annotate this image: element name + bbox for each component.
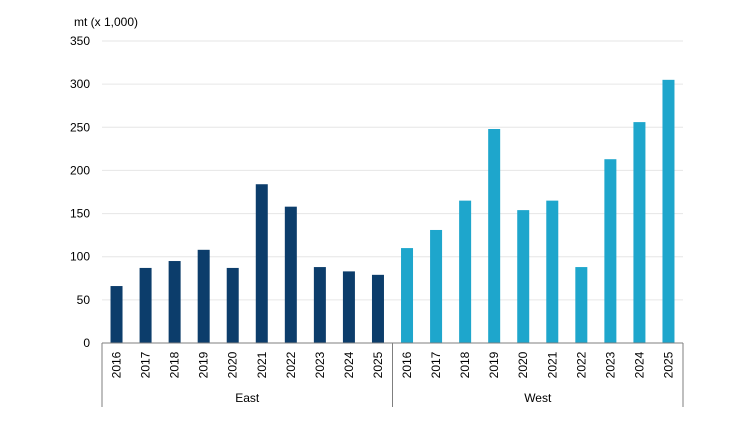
- group-label-west: West: [524, 391, 552, 405]
- x-tick-label: 2016: [110, 351, 124, 378]
- bar-west-2019: [488, 129, 501, 343]
- bar-east-2022: [284, 206, 297, 343]
- y-tick-label: 300: [70, 77, 90, 91]
- x-tick-label: 2018: [168, 351, 182, 378]
- x-tick-label: 2022: [574, 351, 588, 378]
- x-tick-label: 2017: [139, 351, 153, 378]
- bar-west-2016: [401, 248, 414, 343]
- y-axis: 0 50 100 150 200 250 300 350: [70, 34, 90, 350]
- bars: [110, 79, 675, 343]
- y-axis-unit-label: mt (x 1,000): [74, 15, 138, 29]
- bar-west-2017: [430, 229, 443, 343]
- y-tick-label: 150: [70, 207, 90, 221]
- x-tick-label: 2025: [661, 351, 675, 378]
- bar-west-2022: [575, 267, 588, 343]
- x-tick-label: 2023: [313, 351, 327, 378]
- x-tick-label: 2019: [487, 351, 501, 378]
- x-tick-label: 2023: [603, 351, 617, 378]
- x-tick-label: 2024: [342, 351, 356, 378]
- x-tick-label: 2016: [400, 351, 414, 378]
- x-tick-label: 2024: [632, 351, 646, 378]
- y-tick-label: 50: [77, 293, 91, 307]
- bar-east-2019: [197, 249, 210, 343]
- bar-west-2021: [546, 200, 559, 343]
- bar-west-2020: [517, 210, 530, 343]
- x-tick-label: 2018: [458, 351, 472, 378]
- x-tick-label: 2020: [516, 351, 530, 378]
- bar-west-2024: [633, 122, 646, 343]
- x-tick-label: 2025: [371, 351, 385, 378]
- x-axis: 2016 2017 2018 2019 2020 2021 2022 2023 2024 2025…: [101, 342, 684, 407]
- y-tick-label: 200: [70, 163, 90, 177]
- bar-east-2021: [255, 184, 268, 343]
- x-tick-label: 2017: [429, 351, 443, 378]
- group-label-east: East: [235, 391, 260, 405]
- bar-east-2017: [139, 267, 152, 343]
- y-tick-label: 250: [70, 120, 90, 134]
- bar-west-2025: [662, 79, 675, 343]
- bar-east-2016: [110, 286, 123, 343]
- x-tick-label: 2020: [226, 351, 240, 378]
- y-tick-label: 350: [70, 34, 90, 48]
- bar-east-2018: [168, 261, 181, 343]
- y-tick-label: 0: [83, 336, 90, 350]
- bar-west-2023: [604, 159, 617, 343]
- bar-east-2023: [313, 267, 326, 343]
- x-tick-label: 2021: [255, 351, 269, 378]
- bar-west-2018: [459, 200, 472, 343]
- bar-east-2024: [342, 271, 355, 343]
- x-tick-label: 2021: [545, 351, 559, 378]
- x-tick-label: 2022: [284, 351, 298, 378]
- bar-east-2025: [371, 274, 384, 343]
- gridlines: [102, 40, 683, 301]
- y-tick-label: 100: [70, 250, 90, 264]
- x-tick-label: 2019: [197, 351, 211, 378]
- bar-east-2020: [226, 267, 239, 343]
